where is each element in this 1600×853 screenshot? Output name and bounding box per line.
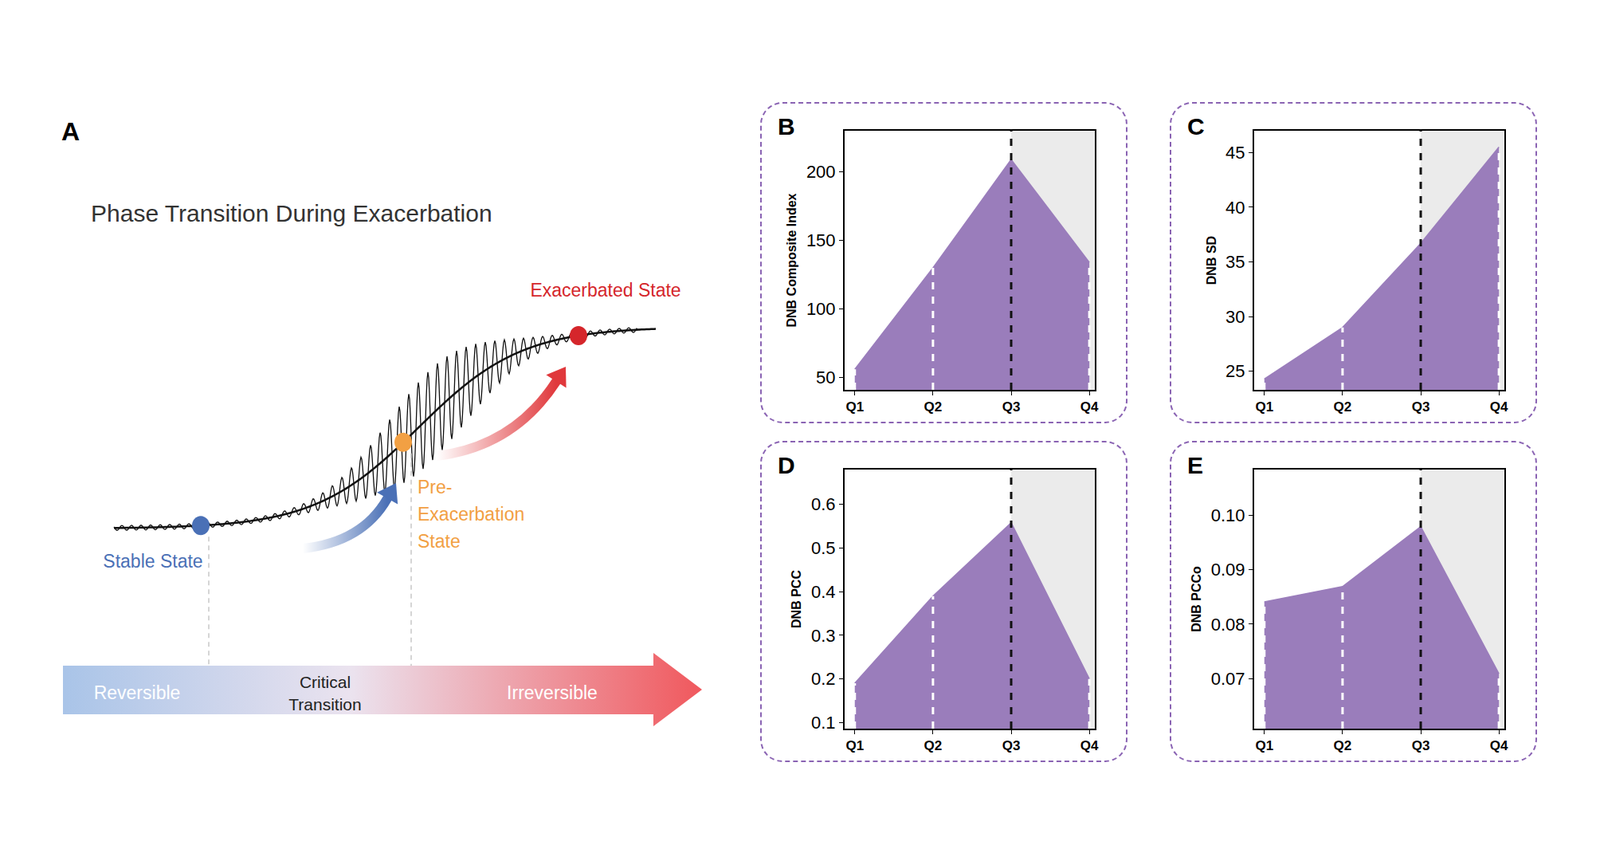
svg-text:0.5: 0.5: [811, 537, 836, 558]
svg-text:Pre-: Pre-: [417, 476, 452, 498]
svg-text:Q4: Q4: [1490, 399, 1509, 415]
svg-text:50: 50: [815, 367, 836, 388]
svg-text:Reversible: Reversible: [94, 682, 181, 703]
svg-text:State: State: [417, 530, 461, 552]
svg-text:Exacerbated State: Exacerbated State: [529, 279, 681, 301]
svg-text:Stable State: Stable State: [102, 550, 203, 572]
svg-text:Q1: Q1: [845, 399, 864, 415]
svg-text:0.6: 0.6: [811, 494, 836, 514]
svg-text:45: 45: [1225, 142, 1245, 163]
svg-text:Q3: Q3: [1411, 737, 1431, 753]
svg-text:Q2: Q2: [1333, 737, 1353, 753]
svg-text:Exacerbation: Exacerbation: [417, 503, 525, 525]
svg-text:0.3: 0.3: [811, 625, 836, 646]
svg-text:0.1: 0.1: [811, 712, 836, 733]
svg-text:Q2: Q2: [924, 737, 943, 753]
svg-text:Q1: Q1: [1254, 399, 1274, 415]
svg-text:Q3: Q3: [1002, 737, 1021, 753]
svg-text:Irreversible: Irreversible: [506, 682, 598, 703]
svg-text:Q1: Q1: [1254, 737, 1274, 753]
svg-text:Q4: Q4: [1080, 737, 1099, 753]
svg-text:0.4: 0.4: [811, 581, 836, 602]
svg-text:Q4: Q4: [1490, 737, 1509, 753]
svg-text:150: 150: [806, 230, 836, 251]
html-text:E: E: [1187, 451, 1204, 479]
svg-text:30: 30: [1225, 306, 1245, 327]
svg-text:Q3: Q3: [1002, 399, 1021, 415]
svg-text:40: 40: [1225, 197, 1245, 218]
svg-text:DNB SD: DNB SD: [1204, 235, 1219, 285]
svg-text:Transition: Transition: [288, 694, 361, 714]
svg-text:Phase Transition During Exacer: Phase Transition During Exacerbation: [90, 200, 493, 227]
svg-text:DNB PCCo: DNB PCCo: [1189, 565, 1204, 632]
svg-text:0.2: 0.2: [811, 668, 836, 689]
html-text:B: B: [777, 113, 795, 140]
svg-text:200: 200: [806, 161, 836, 182]
html-text:D: D: [777, 451, 795, 479]
svg-text:Q3: Q3: [1411, 399, 1431, 415]
svg-text:Q2: Q2: [924, 399, 943, 415]
svg-text:35: 35: [1225, 251, 1245, 272]
svg-text:100: 100: [806, 298, 836, 319]
svg-text:0.09: 0.09: [1211, 559, 1246, 580]
svg-text:Q2: Q2: [1333, 399, 1353, 415]
svg-text:0.08: 0.08: [1211, 614, 1246, 635]
svg-text:Critical: Critical: [299, 672, 351, 691]
svg-text:Q4: Q4: [1080, 399, 1099, 415]
html-text:C: C: [1187, 113, 1205, 140]
svg-text:0.07: 0.07: [1211, 668, 1246, 689]
svg-text:A: A: [61, 117, 80, 146]
svg-text:DNB Composite Index: DNB Composite Index: [784, 192, 799, 327]
svg-text:DNB PCC: DNB PCC: [789, 569, 804, 628]
svg-text:25: 25: [1225, 360, 1245, 381]
svg-text:0.10: 0.10: [1211, 505, 1246, 526]
svg-text:Q1: Q1: [845, 737, 864, 753]
